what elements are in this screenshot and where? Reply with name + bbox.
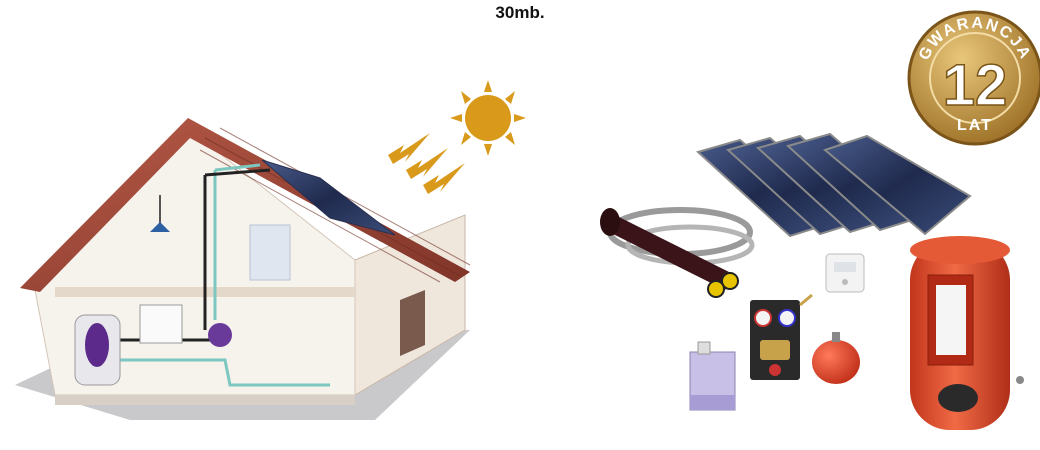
roof — [20, 118, 470, 292]
house-illustration — [15, 118, 471, 420]
ceiling-lamp — [150, 222, 170, 232]
house-tank-coil — [85, 323, 109, 367]
solar-controller — [825, 253, 865, 293]
expansion-vessel — [812, 332, 860, 384]
insulated-pipe-coil — [600, 207, 755, 298]
glycol-canister — [689, 341, 736, 411]
house-pump — [208, 323, 232, 347]
attic-window — [249, 224, 291, 281]
sunlight-arrows-icon — [388, 133, 465, 194]
side-window — [400, 290, 425, 356]
wall-boiler — [139, 304, 183, 344]
solar-collector-panels — [696, 132, 972, 238]
caption-length: 30mb. — [495, 3, 545, 22]
hot-water-tank — [910, 236, 1024, 430]
pipe-insulation — [605, 215, 735, 290]
sun-icon — [450, 80, 526, 156]
pump-station — [750, 293, 813, 380]
badge-number: 12 — [943, 53, 1008, 118]
badge-bottom-text: LAT — [957, 117, 993, 134]
warranty-badge: GWARANCJA 12 LAT — [907, 10, 1040, 146]
roof-solar-panel — [261, 159, 396, 236]
